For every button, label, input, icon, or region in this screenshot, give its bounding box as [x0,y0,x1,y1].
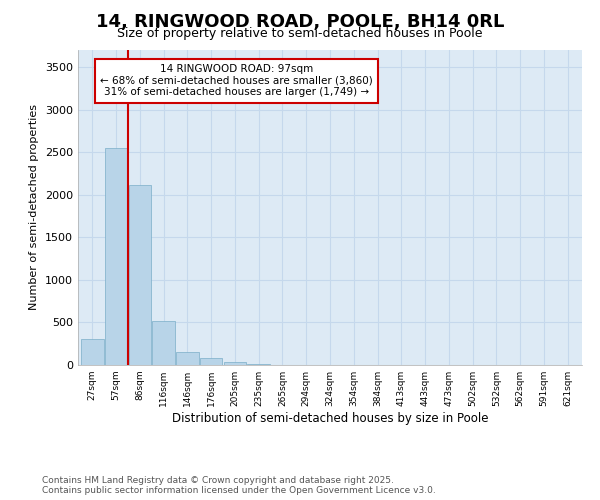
Bar [176,352,199,365]
Text: 14 RINGWOOD ROAD: 97sqm
← 68% of semi-detached houses are smaller (3,860)
31% of: 14 RINGWOOD ROAD: 97sqm ← 68% of semi-de… [100,64,373,98]
Bar [152,320,175,365]
Bar [247,364,270,365]
Y-axis label: Number of semi-detached properties: Number of semi-detached properties [29,104,40,310]
Bar [105,148,127,365]
Bar [224,362,246,365]
Bar [81,340,104,365]
Text: Size of property relative to semi-detached houses in Poole: Size of property relative to semi-detach… [117,28,483,40]
Bar [128,186,151,365]
Text: 14, RINGWOOD ROAD, POOLE, BH14 0RL: 14, RINGWOOD ROAD, POOLE, BH14 0RL [96,12,504,30]
Text: Contains HM Land Registry data © Crown copyright and database right 2025.
Contai: Contains HM Land Registry data © Crown c… [42,476,436,495]
Bar [200,358,223,365]
X-axis label: Distribution of semi-detached houses by size in Poole: Distribution of semi-detached houses by … [172,412,488,425]
